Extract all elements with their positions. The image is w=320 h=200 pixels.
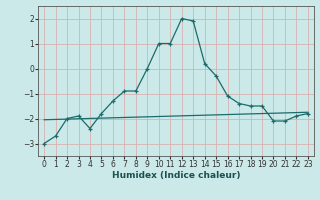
X-axis label: Humidex (Indice chaleur): Humidex (Indice chaleur) bbox=[112, 171, 240, 180]
